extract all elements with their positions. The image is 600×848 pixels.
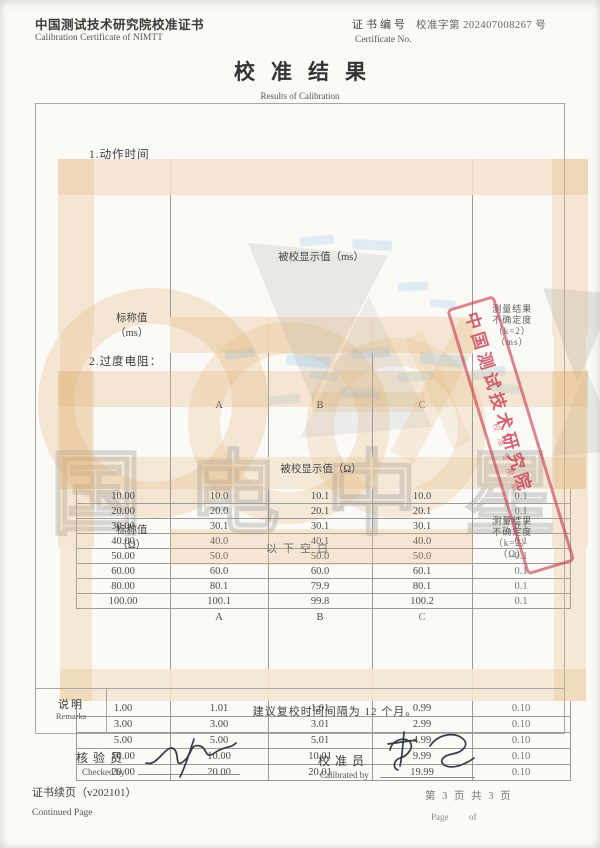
certificate-number-label-en: Certificate No. [355,35,412,45]
table-cell: 0.10 [471,748,571,765]
continued-page-label-en: Continued Page [32,808,93,818]
column-b-header: B [267,546,373,686]
uncertainty-header: 测量结果 不确定度 （k=2） （Ω） [471,388,571,686]
calibrated-by-label-en: Calibrated by [320,770,369,780]
uncertainty-line: 不确定度 [492,315,533,325]
page-number-cn: 第 3 页 共 3 页 [425,791,513,802]
certificate-number-value: 校准字第 202407008267 号 [416,20,547,31]
checked-by-signature [145,738,237,778]
org-title-cn: 中国测试技术研究院校准证书 [35,18,205,32]
uncertainty-line: （ms） [495,337,529,347]
remarks-label-cn: 说明 [58,699,84,711]
page-title-en: Results of Calibration [260,91,340,101]
nominal-unit: （ms） [115,328,149,339]
remarks-text: 建议复校时间间隔为 12 个月。 [252,706,418,718]
table-cell: 1.01 [267,684,373,717]
section1-heading: 1.动作时间 [89,149,150,161]
checked-by-signature-line [138,736,240,775]
table-row: 10.00 10.00 10.01 9.99 0.10 [75,748,571,765]
uncertainty-line: 测量结果 [492,516,533,526]
nominal-unit: （Ω） [117,540,147,551]
table-cell: 20.01 [267,764,373,781]
certificate-number-line: 证书编号 校准字第 202407008267 号 [352,16,546,32]
calibrated-by-signature-line [380,733,475,778]
nominal-label: 标称值 [116,313,148,324]
uncertainty-line: （Ω） [498,549,527,559]
uncertainty-line: （k=2） [493,538,531,548]
blank-below-note: 以下空白 [266,543,334,555]
table-cell: 5.01 [267,732,373,749]
calibrated-by-label-cn: 校准员 [318,754,370,768]
continued-page-label-cn: 证书续页（v202101） [32,787,137,799]
table-cell: 0.10 [471,764,571,781]
resistance-table: 标称值 （Ω） 被校显示值（Ω） 测量结果 不确定度 （k=2） （Ω） A B… [58,371,588,781]
page-title: 校准结果 [234,60,382,84]
calibrated-by-signature [387,731,475,771]
table-cell: 20.00 [169,764,269,781]
checked-by-label-cn: 核验员 [76,751,128,765]
column-a-header: A [169,546,269,686]
resistance-table-body: 1.00 1.01 1.01 0.99 0.10 3.00 3.00 3.01 2.99 0.10… [75,684,571,781]
uncertainty-line: 不确定度 [492,527,533,537]
nominal-label: 标称值 [116,525,148,536]
display-value-header: 被校显示值（ms） [169,176,473,336]
checked-by-label-en: Checked by [82,767,125,777]
remarks-label-en: Remarks [55,711,87,721]
column-c-header: C [371,546,473,686]
nominal-header: 标称值 （Ω） [75,388,171,686]
org-title-en: Calibration Certificate of NIMTT [35,33,163,43]
display-value-header: 被校显示值（Ω） [169,388,473,548]
table-cell: 1.01 [169,684,269,717]
table-cell: 0.10 [471,684,571,717]
table-row: 3.00 3.00 3.01 2.99 0.10 [75,716,571,733]
uncertainty-line: （k=2） [493,326,531,336]
table-cell: 0.10 [471,732,571,749]
page-label-en: Page [431,812,449,822]
remarks-cell-divider [106,688,107,733]
section2-heading: 2.过度电阻： [89,356,163,368]
uncertainty-line: 测量结果 [492,304,533,314]
certificate-number-label: 证书编号 [352,19,408,31]
table-row: 20.00 20.00 20.01 19.99 0.10 [75,764,571,781]
results-frame: 1.动作时间 标称值 （ms） 被校显示值（ms） 测量结果 不确定度 （k=2… [35,103,571,781]
remarks-divider [36,688,564,689]
of-label-en: of [469,812,477,822]
